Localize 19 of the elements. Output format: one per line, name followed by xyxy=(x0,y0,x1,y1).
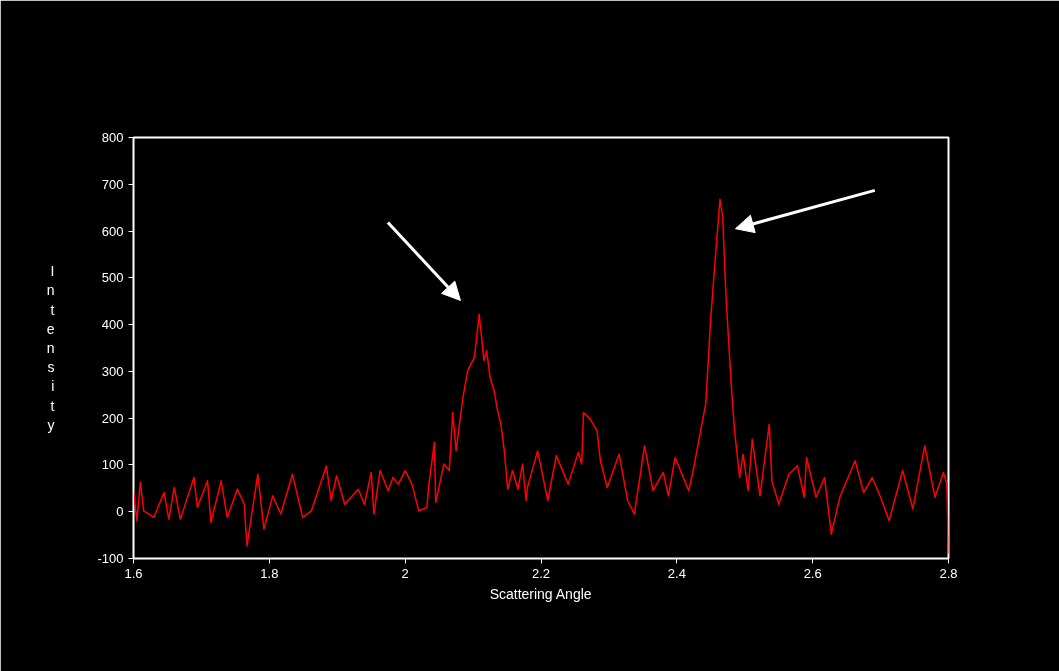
y-tick-label: 200 xyxy=(101,410,124,426)
x-tick-label: 2 xyxy=(401,565,409,581)
y-tick-label: 600 xyxy=(101,223,124,239)
x-axis-title: Scattering Angle xyxy=(489,585,592,602)
x-tick-label: 1.6 xyxy=(124,565,143,581)
x-tick-label: 2.4 xyxy=(667,565,686,581)
y-tick-label: -100 xyxy=(97,551,124,566)
x-tick-label: 2.6 xyxy=(803,565,822,581)
y-tick-label: 100 xyxy=(101,457,124,473)
y-tick-label: 700 xyxy=(101,176,124,192)
y-tick-label: 0 xyxy=(116,504,124,520)
y-tick-label: 400 xyxy=(101,317,124,333)
text: Intensity xyxy=(46,263,55,433)
y-tick-label: 800 xyxy=(101,130,124,145)
x-tick-label: 1.8 xyxy=(260,565,279,581)
y-tick-label: 300 xyxy=(101,363,124,379)
y-tick-label: 500 xyxy=(101,270,124,286)
x-tick-label: 2.2 xyxy=(531,565,551,581)
x-tick-label: 2.8 xyxy=(939,565,958,581)
